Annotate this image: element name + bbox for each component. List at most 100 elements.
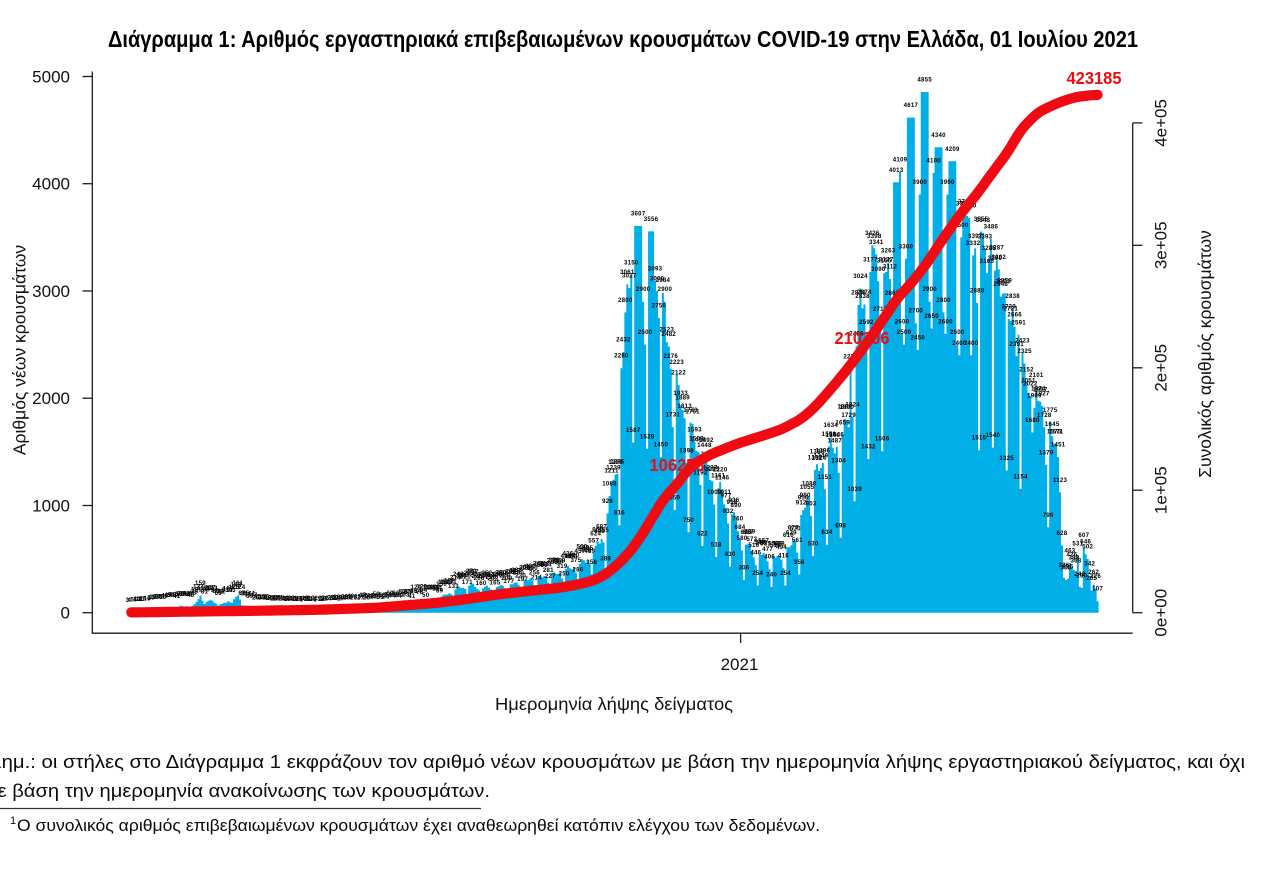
svg-text:796: 796 <box>1043 512 1054 519</box>
svg-text:502: 502 <box>1082 543 1093 550</box>
svg-text:168: 168 <box>438 579 449 586</box>
svg-text:1927: 1927 <box>1035 391 1050 398</box>
svg-text:1487: 1487 <box>828 438 843 445</box>
svg-text:2650: 2650 <box>924 313 939 320</box>
svg-text:4617: 4617 <box>904 102 919 109</box>
svg-text:161: 161 <box>233 580 244 587</box>
svg-text:3166: 3166 <box>877 258 892 265</box>
svg-text:45: 45 <box>375 592 383 599</box>
svg-text:1506: 1506 <box>875 436 890 443</box>
svg-text:24: 24 <box>339 595 347 602</box>
svg-text:59: 59 <box>181 591 189 598</box>
svg-text:79: 79 <box>217 589 225 596</box>
svg-text:124: 124 <box>424 584 435 591</box>
svg-text:2450: 2450 <box>911 335 926 342</box>
svg-text:81: 81 <box>201 589 209 596</box>
svg-text:118: 118 <box>426 585 437 592</box>
svg-text:530: 530 <box>808 540 819 547</box>
svg-text:1088: 1088 <box>802 481 817 488</box>
svg-text:1295: 1295 <box>610 458 625 465</box>
svg-text:29: 29 <box>149 594 157 601</box>
svg-text:420: 420 <box>569 552 580 559</box>
svg-text:30: 30 <box>159 594 167 601</box>
svg-text:1237: 1237 <box>703 465 718 472</box>
svg-text:93: 93 <box>222 587 230 594</box>
svg-text:39: 39 <box>246 593 254 600</box>
svg-text:240: 240 <box>470 572 481 579</box>
svg-text:17: 17 <box>337 595 345 602</box>
svg-text:170: 170 <box>442 579 453 586</box>
svg-text:2900: 2900 <box>636 286 651 293</box>
svg-text:226: 226 <box>1090 573 1101 580</box>
svg-text:3e+05: 3e+05 <box>1152 221 1171 269</box>
svg-text:15: 15 <box>140 596 148 603</box>
svg-text:316: 316 <box>1063 563 1074 570</box>
svg-text:66: 66 <box>189 590 197 597</box>
svg-text:214: 214 <box>450 574 461 581</box>
svg-text:2021: 2021 <box>721 655 759 674</box>
svg-text:2717: 2717 <box>873 306 888 313</box>
svg-text:0: 0 <box>61 604 70 623</box>
svg-text:2900: 2900 <box>922 286 937 293</box>
svg-text:430: 430 <box>725 551 736 558</box>
svg-text:216: 216 <box>486 574 497 581</box>
svg-text:436: 436 <box>563 550 574 557</box>
svg-text:660: 660 <box>592 526 603 533</box>
svg-text:242: 242 <box>480 571 491 578</box>
svg-text:221: 221 <box>460 574 471 581</box>
svg-text:113: 113 <box>197 585 208 592</box>
svg-text:2591: 2591 <box>1011 319 1026 326</box>
svg-text:3607: 3607 <box>631 210 646 217</box>
svg-text:1634: 1634 <box>824 422 839 429</box>
svg-text:169: 169 <box>440 579 451 586</box>
svg-text:1009: 1009 <box>707 489 722 496</box>
svg-text:918: 918 <box>727 499 738 506</box>
svg-text:89: 89 <box>436 588 444 595</box>
svg-text:2423: 2423 <box>1015 337 1030 344</box>
svg-text:1000: 1000 <box>32 497 70 516</box>
svg-text:334: 334 <box>541 561 552 568</box>
svg-text:903: 903 <box>806 500 817 507</box>
svg-text:1450: 1450 <box>654 442 669 449</box>
svg-text:17: 17 <box>272 595 280 602</box>
svg-text:1731: 1731 <box>666 412 681 419</box>
svg-text:54: 54 <box>385 591 393 598</box>
svg-text:890: 890 <box>731 502 742 509</box>
svg-text:3543: 3543 <box>976 217 991 224</box>
svg-text:122: 122 <box>430 584 441 591</box>
svg-text:607: 607 <box>1078 532 1089 539</box>
svg-text:20: 20 <box>266 595 274 602</box>
svg-text:8: 8 <box>313 596 317 603</box>
svg-text:46: 46 <box>361 592 369 599</box>
svg-text:14: 14 <box>286 596 294 603</box>
svg-text:956: 956 <box>798 495 809 502</box>
svg-text:4100: 4100 <box>926 158 941 165</box>
svg-text:18: 18 <box>270 595 278 602</box>
svg-text:229: 229 <box>499 573 510 580</box>
svg-text:182: 182 <box>444 578 455 585</box>
svg-text:1550: 1550 <box>822 431 837 438</box>
svg-text:3263: 3263 <box>881 247 896 254</box>
svg-text:117: 117 <box>205 585 216 592</box>
svg-text:26: 26 <box>363 594 371 601</box>
svg-text:3332: 3332 <box>966 240 981 247</box>
svg-text:4e+05: 4e+05 <box>1152 99 1171 147</box>
svg-text:977: 977 <box>721 492 732 499</box>
svg-text:107: 107 <box>223 586 234 593</box>
svg-text:3177: 3177 <box>863 257 878 264</box>
svg-text:2838: 2838 <box>1005 293 1020 300</box>
svg-text:240: 240 <box>766 572 777 579</box>
svg-text:112: 112 <box>203 585 214 592</box>
svg-text:1239: 1239 <box>606 464 621 471</box>
svg-text:319: 319 <box>557 563 568 570</box>
svg-text:305: 305 <box>1061 565 1072 572</box>
svg-text:1088: 1088 <box>602 481 617 488</box>
svg-text:1385: 1385 <box>810 449 825 456</box>
svg-text:398: 398 <box>1068 555 1079 562</box>
svg-text:97: 97 <box>226 587 234 594</box>
svg-text:406: 406 <box>567 554 578 561</box>
svg-text:79: 79 <box>406 589 414 596</box>
svg-text:531: 531 <box>1072 540 1083 547</box>
svg-text:3112: 3112 <box>883 264 898 271</box>
svg-text:24: 24 <box>276 595 284 602</box>
